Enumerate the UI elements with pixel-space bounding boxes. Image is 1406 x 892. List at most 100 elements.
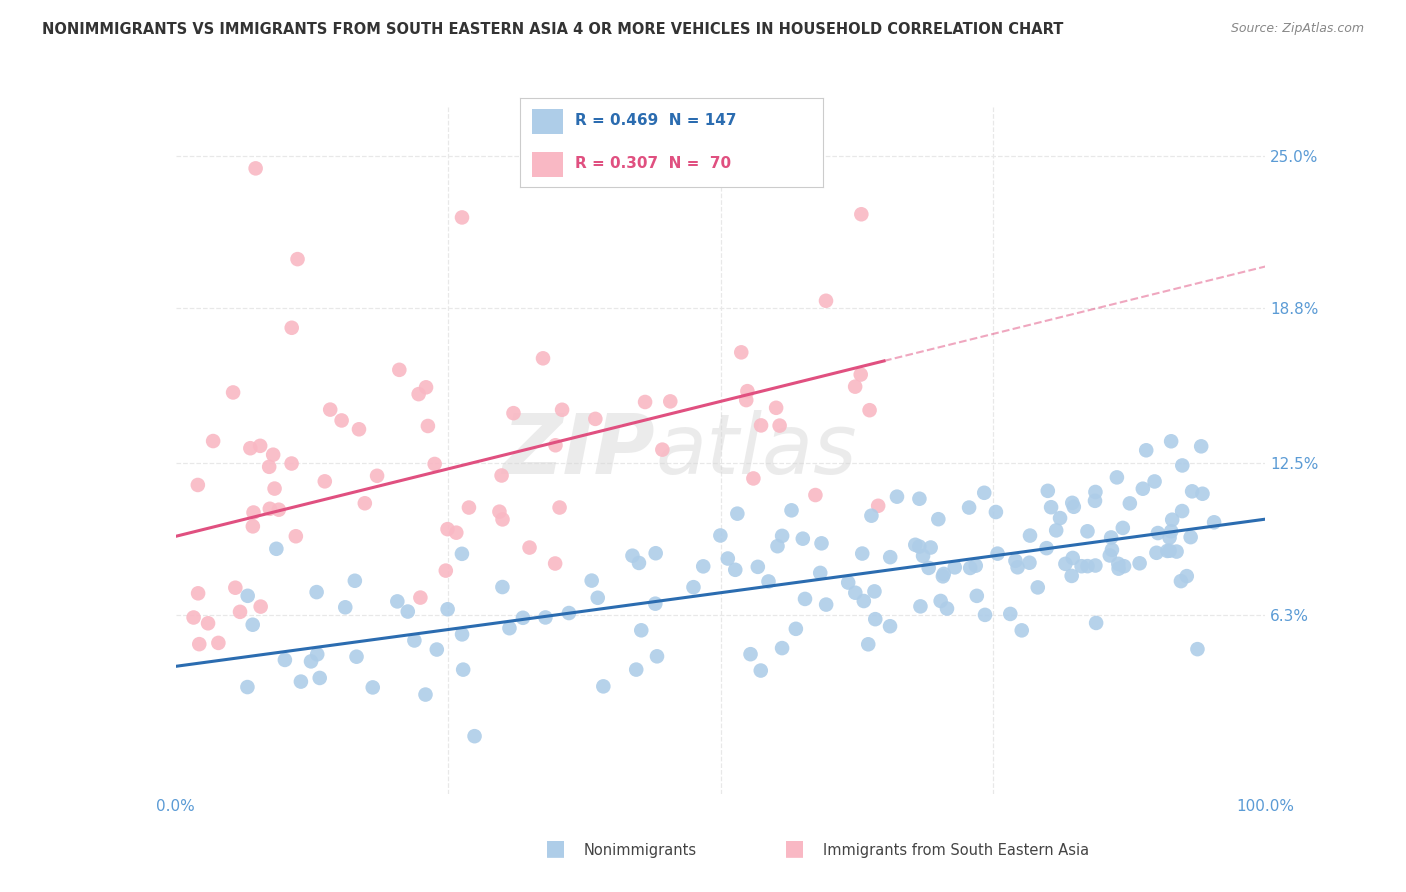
- Point: [740, 647, 762, 661]
- Point: [1170, 574, 1192, 588]
- Point: [409, 591, 432, 605]
- Text: R = 0.469  N = 147: R = 0.469 N = 147: [575, 113, 737, 128]
- Point: [651, 442, 673, 457]
- Point: [335, 600, 357, 615]
- Point: [1175, 569, 1198, 583]
- Point: [1076, 559, 1098, 574]
- Point: [236, 680, 259, 694]
- Point: [388, 363, 411, 377]
- Text: Source: ZipAtlas.com: Source: ZipAtlas.com: [1230, 22, 1364, 36]
- Point: [586, 591, 609, 605]
- Point: [330, 413, 353, 427]
- Point: [1063, 500, 1085, 514]
- Point: [1019, 528, 1042, 542]
- Point: [904, 538, 927, 552]
- Point: [249, 439, 271, 453]
- Point: [785, 622, 807, 636]
- Point: [765, 401, 787, 415]
- Point: [1099, 531, 1122, 545]
- Point: [436, 522, 458, 536]
- Point: [446, 525, 468, 540]
- Point: [274, 653, 297, 667]
- Point: [804, 488, 827, 502]
- Point: [709, 528, 731, 542]
- Point: [343, 574, 366, 588]
- Bar: [533, 152, 562, 177]
- Point: [851, 547, 873, 561]
- Point: [229, 605, 252, 619]
- Point: [242, 506, 264, 520]
- Point: [222, 385, 245, 400]
- Point: [434, 564, 457, 578]
- Point: [770, 641, 793, 656]
- Point: [844, 585, 866, 599]
- Point: [1070, 559, 1092, 574]
- Point: [973, 485, 995, 500]
- Point: [491, 580, 513, 594]
- Point: [1147, 526, 1170, 541]
- Point: [581, 574, 603, 588]
- Point: [1049, 511, 1071, 525]
- Point: [299, 654, 322, 668]
- Point: [1084, 485, 1107, 500]
- Point: [1119, 496, 1142, 510]
- Point: [865, 612, 887, 626]
- Point: [1161, 513, 1184, 527]
- Point: [1171, 458, 1194, 473]
- Point: [749, 418, 772, 433]
- Point: [1084, 493, 1107, 508]
- Point: [558, 606, 581, 620]
- Point: [1018, 556, 1040, 570]
- Point: [236, 589, 259, 603]
- Point: [792, 532, 814, 546]
- Point: [491, 468, 513, 483]
- Point: [436, 602, 458, 616]
- Point: [932, 566, 955, 581]
- Point: [780, 503, 803, 517]
- Point: [730, 345, 752, 359]
- Point: [1171, 504, 1194, 518]
- Point: [717, 551, 740, 566]
- Point: [262, 448, 284, 462]
- Point: [659, 394, 682, 409]
- Point: [749, 664, 772, 678]
- Point: [1101, 542, 1123, 557]
- Point: [886, 490, 908, 504]
- Text: ■: ■: [785, 838, 804, 858]
- Point: [319, 402, 342, 417]
- Point: [1105, 470, 1128, 484]
- Text: NONIMMIGRANTS VS IMMIGRANTS FROM SOUTH EASTERN ASIA 4 OR MORE VEHICLES IN HOUSEH: NONIMMIGRANTS VS IMMIGRANTS FROM SOUTH E…: [42, 22, 1063, 37]
- Point: [257, 459, 280, 474]
- Point: [188, 637, 211, 651]
- Point: [912, 549, 935, 563]
- Point: [808, 566, 831, 580]
- Point: [284, 529, 307, 543]
- Point: [512, 611, 534, 625]
- Point: [266, 541, 288, 556]
- Text: atlas: atlas: [655, 410, 856, 491]
- Point: [488, 505, 510, 519]
- Point: [768, 418, 790, 433]
- Bar: [533, 109, 562, 134]
- Point: [627, 556, 650, 570]
- Point: [408, 387, 430, 401]
- Point: [852, 594, 875, 608]
- Point: [943, 560, 966, 574]
- Point: [1085, 615, 1108, 630]
- Point: [451, 663, 474, 677]
- Point: [621, 549, 644, 563]
- Point: [1180, 530, 1202, 544]
- Point: [551, 402, 574, 417]
- Point: [353, 496, 375, 510]
- Point: [544, 557, 567, 571]
- Point: [920, 541, 942, 555]
- Point: [249, 599, 271, 614]
- Point: [534, 610, 557, 624]
- Point: [815, 598, 838, 612]
- Point: [770, 529, 793, 543]
- Point: [592, 679, 614, 693]
- Point: [1026, 581, 1049, 595]
- Point: [735, 393, 758, 408]
- Point: [498, 621, 520, 635]
- Point: [207, 636, 229, 650]
